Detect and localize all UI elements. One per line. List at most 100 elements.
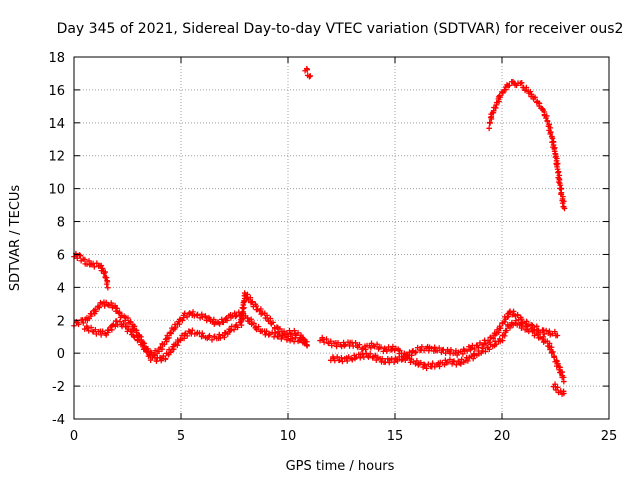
- y-axis-label: SDTVAR / TECUs: [8, 185, 23, 292]
- data-point: [492, 105, 499, 111]
- y-tick-label: 8: [57, 216, 65, 231]
- data-point: [561, 390, 567, 397]
- data-point: [112, 302, 118, 309]
- data-point: [356, 341, 363, 348]
- data-point: [117, 318, 123, 325]
- data-point: [480, 345, 486, 352]
- data-point: [104, 279, 111, 285]
- x-tick-label: 10: [280, 429, 297, 444]
- data-point: [561, 198, 567, 205]
- data-point: [198, 311, 205, 318]
- data-point: [552, 328, 558, 335]
- data-point: [436, 363, 443, 370]
- series-midday-band-lower: [328, 317, 567, 385]
- data-point: [133, 327, 140, 334]
- data-point: [144, 348, 150, 354]
- data-point: [523, 84, 530, 91]
- data-point: [523, 318, 530, 325]
- data-point: [464, 348, 470, 354]
- data-point: [396, 347, 403, 354]
- data-point: [251, 320, 257, 327]
- data-point: [458, 361, 464, 367]
- data-point: [258, 306, 264, 312]
- data-point: [113, 308, 119, 314]
- data-point: [413, 349, 419, 355]
- data-point: [96, 304, 103, 311]
- series-early-high-branch: [71, 250, 111, 291]
- data-point: [414, 358, 420, 364]
- data-point: [116, 309, 123, 315]
- data-point: [302, 337, 308, 344]
- data-point: [505, 313, 512, 320]
- data-point: [133, 332, 140, 339]
- data-point: [88, 324, 94, 331]
- data-point: [557, 364, 563, 371]
- data-point: [365, 354, 372, 360]
- series-midday-band-upper: [317, 308, 561, 360]
- data-point: [503, 86, 509, 93]
- data-point: [81, 326, 88, 332]
- data-point: [447, 356, 453, 363]
- data-point: [490, 109, 497, 116]
- data-point: [248, 316, 254, 323]
- data-point: [436, 345, 442, 351]
- data-point: [486, 125, 492, 132]
- data-point: [131, 323, 138, 330]
- data-point: [412, 349, 418, 356]
- data-point: [549, 133, 555, 140]
- data-point: [339, 358, 346, 365]
- data-point: [534, 323, 540, 330]
- data-point: [247, 294, 254, 301]
- data-point: [544, 117, 551, 124]
- data-point: [418, 359, 424, 366]
- data-point: [379, 355, 386, 362]
- data-point: [141, 343, 148, 350]
- series-isolated-cluster: [302, 65, 314, 80]
- data-point: [460, 351, 466, 357]
- x-tick-label: 25: [601, 429, 618, 444]
- data-point: [220, 319, 227, 326]
- series-main-lower-branch: [81, 290, 310, 365]
- data-point: [249, 298, 256, 305]
- data-point: [253, 326, 260, 333]
- data-point: [334, 354, 341, 360]
- data-point: [127, 318, 134, 325]
- data-point: [190, 309, 196, 315]
- data-point: [120, 321, 127, 327]
- data-point: [291, 327, 298, 334]
- data-point: [168, 330, 174, 337]
- data-point: [304, 343, 310, 349]
- data-point: [199, 330, 206, 337]
- data-point: [232, 313, 239, 320]
- data-point: [362, 346, 369, 353]
- x-tick-label: 20: [494, 429, 511, 444]
- data-point: [554, 384, 561, 391]
- data-point: [86, 258, 92, 264]
- data-point: [323, 336, 330, 342]
- data-point: [352, 339, 359, 346]
- axis-ticks: 0 5 10 15 20 25 -4 -2 0 2 4 6 8 10 12 14 16 18: [48, 51, 617, 444]
- data-point: [561, 205, 568, 212]
- data-point: [429, 360, 436, 367]
- data-point: [240, 302, 247, 308]
- data-point: [551, 146, 558, 152]
- data-point: [501, 333, 508, 339]
- data-point: [286, 327, 293, 334]
- data-point: [554, 155, 560, 162]
- y-tick-label: 4: [57, 281, 65, 296]
- data-point: [265, 332, 272, 338]
- data-point: [453, 361, 460, 368]
- data-point: [495, 329, 502, 336]
- data-point: [167, 329, 174, 336]
- data-point: [448, 347, 454, 353]
- data-point: [153, 358, 160, 365]
- data-point: [378, 344, 384, 350]
- data-point: [306, 73, 313, 80]
- data-point: [554, 332, 561, 339]
- data-point: [206, 332, 213, 339]
- data-point: [281, 328, 287, 335]
- x-tick-label: 5: [177, 429, 185, 444]
- data-point: [390, 343, 396, 350]
